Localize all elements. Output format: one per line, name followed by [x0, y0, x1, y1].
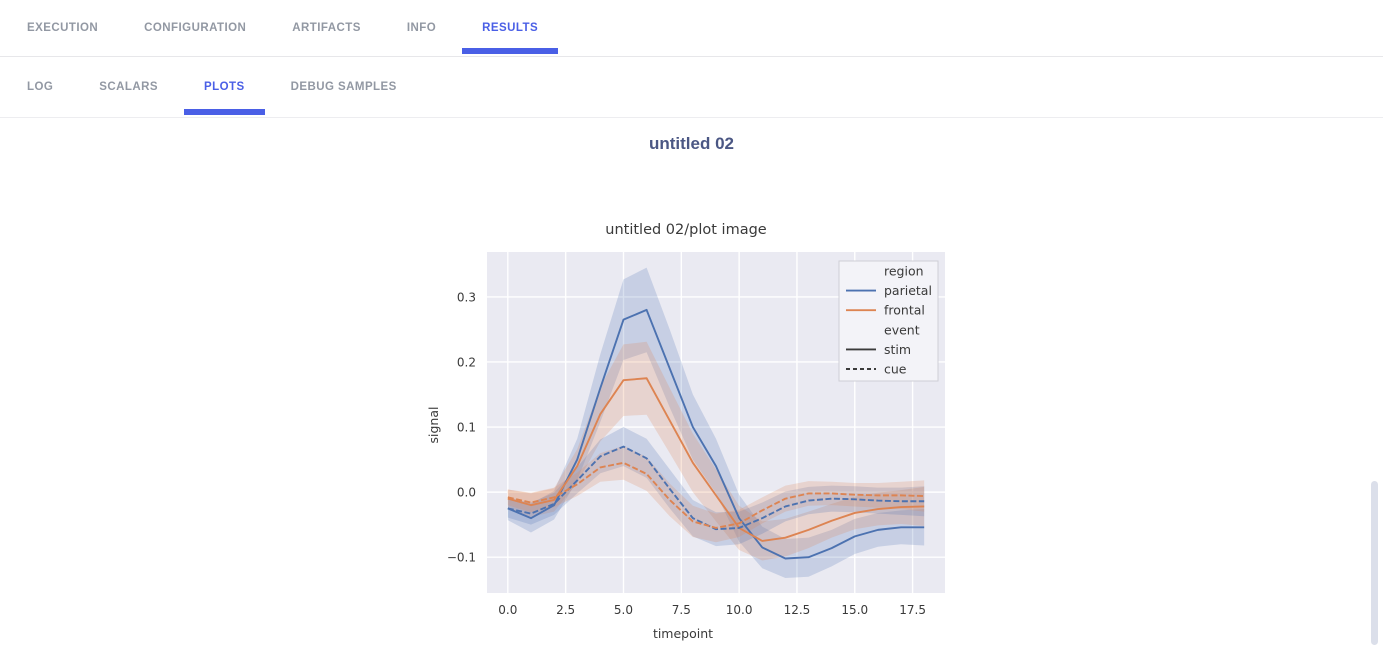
y-tick-label: 0.1: [457, 421, 476, 435]
subtab-log[interactable]: LOG: [27, 81, 54, 93]
subtab-debug-samples[interactable]: DEBUG SAMPLES: [290, 81, 397, 93]
primary-tab-bar: EXECUTION CONFIGURATION ARTIFACTS INFO RESUL…: [0, 0, 1383, 57]
tab-results[interactable]: RESULTS: [462, 0, 559, 56]
secondary-tab-bar: LOG SCALARS PLOTS DEBUG SAMPLES: [0, 57, 1383, 118]
confidence-band-frontal-cue: [507, 445, 925, 543]
series-line-parietal-stim: [507, 308, 925, 560]
x-tick-label: 2.5: [556, 603, 575, 617]
chart-title: untitled 02/plot image: [605, 222, 767, 238]
tab-configuration[interactable]: CONFIGURATION: [144, 22, 247, 34]
subtab-plots[interactable]: PLOTS: [184, 57, 265, 117]
legend-label-cue: cue: [884, 362, 907, 377]
chart-svg: 0.3 0.2 0.1 0.0 −0.1 0.0 2.5 5.0 7.5 10.0 12.5 15.0…: [426, 222, 945, 641]
subtab-scalars[interactable]: SCALARS: [99, 81, 159, 93]
legend-label-stim: stim: [884, 342, 911, 357]
vertical-scrollbar-thumb[interactable]: [1371, 481, 1378, 645]
y-tick-label: 0.0: [457, 486, 476, 500]
series-line-frontal-cue: [507, 461, 925, 529]
confidence-band-parietal-stim: [507, 267, 925, 579]
x-tick-label: 0.0: [498, 603, 517, 617]
x-tick-label: 7.5: [672, 603, 691, 617]
confidence-band-parietal-cue: [507, 427, 925, 547]
x-tick-label: 5.0: [614, 603, 633, 617]
y-tick-label: 0.2: [457, 355, 476, 369]
x-axis-label: timepoint: [653, 626, 713, 641]
tab-execution[interactable]: EXECUTION: [27, 22, 99, 34]
plot-figure[interactable]: 0.3 0.2 0.1 0.0 −0.1 0.0 2.5 5.0 7.5 10.0 12.5 15.0…: [424, 210, 959, 653]
tab-artifacts[interactable]: ARTIFACTS: [292, 22, 361, 34]
legend-title-region: region: [884, 264, 924, 279]
x-tick-label: 15.0: [841, 603, 868, 617]
y-tick-label: −0.1: [447, 551, 476, 565]
series-line-parietal-cue: [507, 445, 925, 531]
legend-label-frontal: frontal: [884, 303, 925, 318]
series-line-frontal-stim: [507, 377, 925, 542]
legend-label-parietal: parietal: [884, 283, 932, 298]
y-axis-label: signal: [426, 407, 441, 444]
legend-title-event: event: [884, 322, 920, 337]
x-tick-label: 10.0: [726, 603, 753, 617]
page-title: untitled 02: [648, 134, 734, 153]
x-tick-label: 12.5: [784, 603, 811, 617]
tab-info[interactable]: INFO: [406, 22, 437, 34]
y-tick-label: 0.3: [457, 290, 476, 304]
x-tick-label: 17.5: [899, 603, 926, 617]
legend-box: [838, 260, 939, 382]
